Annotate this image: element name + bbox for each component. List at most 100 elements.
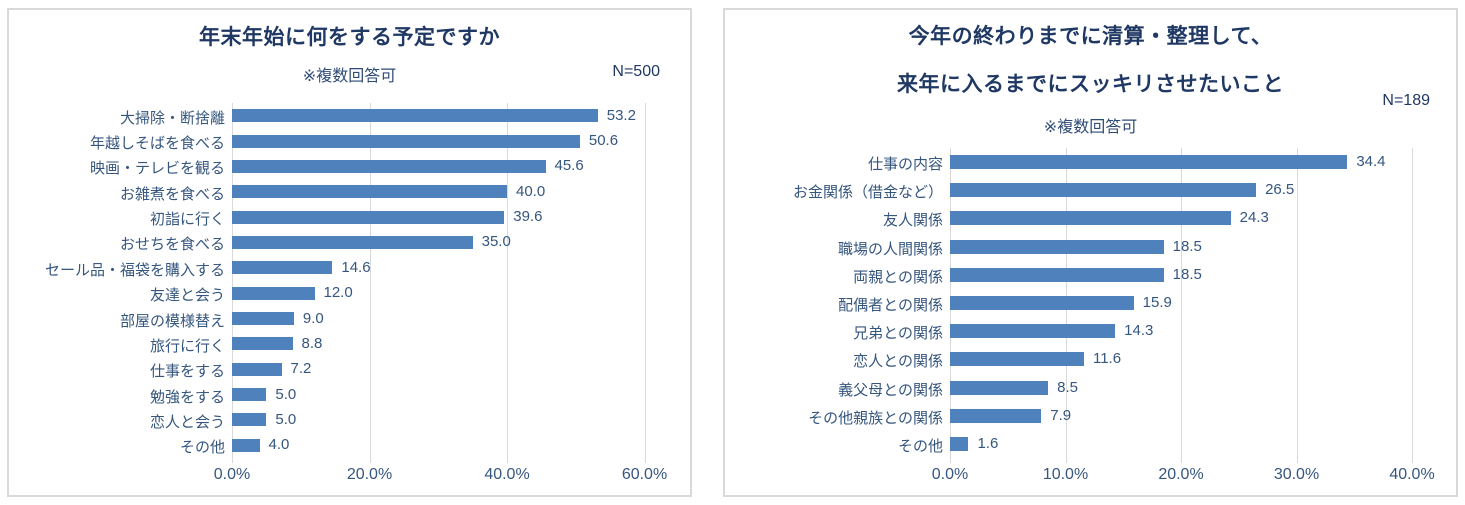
bar-row: 初詣に行く 39.6 — [9, 204, 690, 229]
bar — [950, 211, 1231, 226]
category-label: お金関係（借金など） — [792, 184, 943, 202]
value-axis-line — [232, 103, 233, 463]
bar — [232, 134, 580, 148]
bar — [950, 267, 1164, 282]
category-label: 友達と会う — [149, 287, 225, 305]
bar-row: おせちを食べる 35.0 — [9, 230, 690, 255]
value-label: 7.2 — [290, 360, 312, 378]
x-axis-tick-label: 60.0% — [621, 466, 668, 483]
category-label: 旅行に行く — [149, 337, 225, 355]
gridline — [369, 103, 371, 463]
x-axis-tick-label: 10.0% — [1042, 466, 1089, 483]
category-label: 仕事をする — [149, 363, 225, 381]
category-label: 勉強をする — [149, 388, 225, 406]
category-label: その他 — [897, 437, 943, 455]
bar — [950, 183, 1257, 198]
x-axis-tick-label: 30.0% — [1273, 466, 1320, 483]
chart-title-line-1: 今年の終わりまでに清算・整理して、 — [908, 25, 1273, 48]
value-label: 35.0 — [481, 233, 511, 251]
bar — [232, 286, 315, 300]
value-label: 34.4 — [1356, 153, 1386, 171]
bar — [232, 159, 546, 173]
value-label: 4.0 — [268, 436, 290, 454]
bar — [232, 362, 282, 376]
value-label: 7.9 — [1050, 406, 1072, 424]
chart-title-line-2: 来年に入るまでにスッキリさせたいこと — [897, 73, 1284, 96]
chart-panel-new-year-plans: 年末年始に何をする予定ですか ※複数回答可 N=500 大掃除・断捨離 53.2 年… — [7, 8, 692, 497]
x-axis-tick-label: 40.0% — [1389, 466, 1435, 483]
bar — [232, 261, 333, 275]
value-label: 8.8 — [301, 334, 323, 352]
bar-row: 配偶者との関係 15.9 — [725, 289, 1456, 317]
bar-row: 両親との関係 18.5 — [725, 261, 1456, 289]
category-label: お雑煮を食べる — [119, 185, 225, 203]
x-axis-tick-label: 40.0% — [484, 466, 530, 483]
bar-row: セール品・福袋を購入する 14.6 — [9, 255, 690, 280]
bar-row: 勉強をする 5.0 — [9, 382, 690, 407]
bar-chart-plot: 仕事の内容 34.4 お金関係（借金など） 26.5 友人関係 24.3 職場の人間関係 18… — [725, 10, 1456, 495]
value-label: 5.0 — [275, 385, 297, 403]
x-axis-tick-label: 20.0% — [346, 466, 393, 483]
bar — [950, 239, 1164, 254]
gridline — [1412, 148, 1413, 463]
category-label: 友人関係 — [882, 212, 943, 230]
bar-row: 大掃除・断捨離 53.2 — [9, 103, 690, 128]
bar — [232, 185, 507, 199]
bar — [950, 408, 1042, 423]
category-label: 初詣に行く — [149, 211, 225, 229]
value-label: 26.5 — [1265, 181, 1295, 199]
bar-row: その他 1.6 — [725, 430, 1456, 458]
chart-title: 年末年始に何をする予定ですか — [199, 26, 500, 49]
x-axis-tick-label: 0.0% — [213, 466, 251, 483]
bar-row: 友達と会う 12.0 — [9, 281, 690, 306]
category-label: おせちを食べる — [119, 236, 225, 254]
value-label: 50.6 — [588, 132, 619, 150]
category-label: セール品・福袋を購入する — [44, 261, 225, 279]
bar — [232, 312, 294, 326]
category-label: 恋人との関係 — [853, 353, 943, 371]
category-label: 映画・テレビを観る — [89, 160, 225, 178]
category-label: 部屋の模様替え — [119, 312, 225, 330]
chart-panel-year-end-clearing: 今年の終わりまでに清算・整理して、 来年に入るまでにスッキリさせたいこと ※複数… — [723, 8, 1458, 497]
bar — [232, 388, 267, 402]
bar-row: お雑煮を食べる 40.0 — [9, 179, 690, 204]
bar — [232, 337, 293, 351]
bar — [232, 210, 505, 224]
gridline — [644, 103, 646, 463]
sample-size-label: N=500 — [612, 63, 660, 80]
bar — [950, 324, 1116, 339]
category-label: 職場の人間関係 — [837, 240, 943, 258]
category-label: 仕事の内容 — [867, 156, 943, 174]
category-label: 配偶者との関係 — [838, 296, 943, 314]
bar-chart-plot: 大掃除・断捨離 53.2 年越しそばを食べる 50.6 映画・テレビを観る 45.6 お雑煮… — [9, 10, 690, 495]
category-label: 両親との関係 — [853, 268, 943, 286]
bar-row: その他 4.0 — [9, 433, 690, 458]
bar-row: 部屋の模様替え 9.0 — [9, 306, 690, 331]
category-label: その他親族との関係 — [808, 409, 943, 427]
category-label: 義父母との関係 — [838, 381, 943, 399]
x-axis-tick-label: 0.0% — [931, 466, 969, 483]
chart-subtitle-multiple-answers: ※複数回答可 — [302, 68, 397, 85]
gridline — [507, 103, 508, 463]
x-axis-tick-label: 20.0% — [1158, 466, 1204, 483]
bar-row: 仕事の内容 34.4 — [725, 148, 1456, 176]
category-label: その他 — [179, 439, 225, 457]
value-label: 8.5 — [1057, 378, 1079, 396]
bar — [950, 295, 1134, 310]
value-label: 53.2 — [606, 106, 636, 124]
value-label: 40.0 — [516, 182, 546, 200]
gridline — [1181, 148, 1182, 463]
value-label: 18.5 — [1172, 237, 1202, 255]
bar-row: 職場の人間関係 18.5 — [725, 233, 1456, 261]
value-label: 45.6 — [554, 157, 584, 175]
bar-row: 映画・テレビを観る 45.6 — [9, 154, 690, 179]
value-label: 39.6 — [513, 208, 543, 226]
bar-row: 仕事をする 7.2 — [9, 357, 690, 382]
value-label: 5.0 — [275, 410, 297, 428]
bar-row: 恋人と会う 5.0 — [9, 407, 690, 432]
category-label: 恋人と会う — [149, 413, 225, 431]
chart-subtitle-multiple-answers: ※複数回答可 — [1043, 119, 1138, 136]
category-label: 大掃除・断捨離 — [119, 109, 225, 127]
gridline — [1296, 148, 1298, 463]
